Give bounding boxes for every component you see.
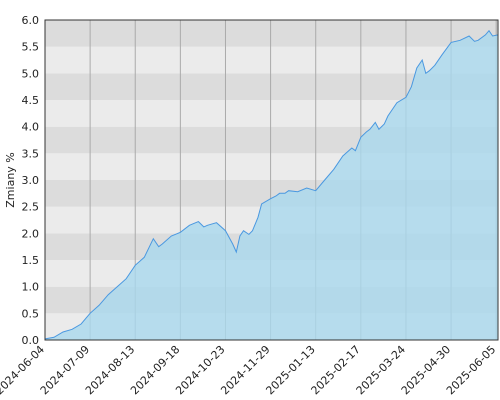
line	[44, 29, 499, 340]
grid-band	[45, 20, 498, 47]
y-tick-label: 4.5	[22, 94, 40, 107]
y-tick-label: 0.0	[22, 334, 40, 347]
y-axis-label: Zmiany %	[4, 152, 17, 207]
y-tick-label: 1.5	[22, 254, 40, 267]
y-tick-label: 2.0	[22, 227, 40, 240]
y-tick-label: 5.5	[22, 41, 40, 54]
y-tick-label: 1.0	[22, 281, 40, 294]
y-tick-label: 2.5	[22, 201, 40, 214]
area	[45, 30, 498, 340]
y-tick-label: 6.0	[22, 14, 40, 27]
grid-band	[45, 46, 498, 74]
y-tick-label: 3.0	[22, 174, 40, 187]
y-tick-label: 3.5	[22, 147, 40, 160]
y-tick-label: 5.0	[22, 67, 40, 80]
plot-frame	[44, 19, 499, 341]
y-tick-label: 4.0	[22, 121, 40, 134]
y-tick-label: 0.5	[22, 307, 40, 320]
